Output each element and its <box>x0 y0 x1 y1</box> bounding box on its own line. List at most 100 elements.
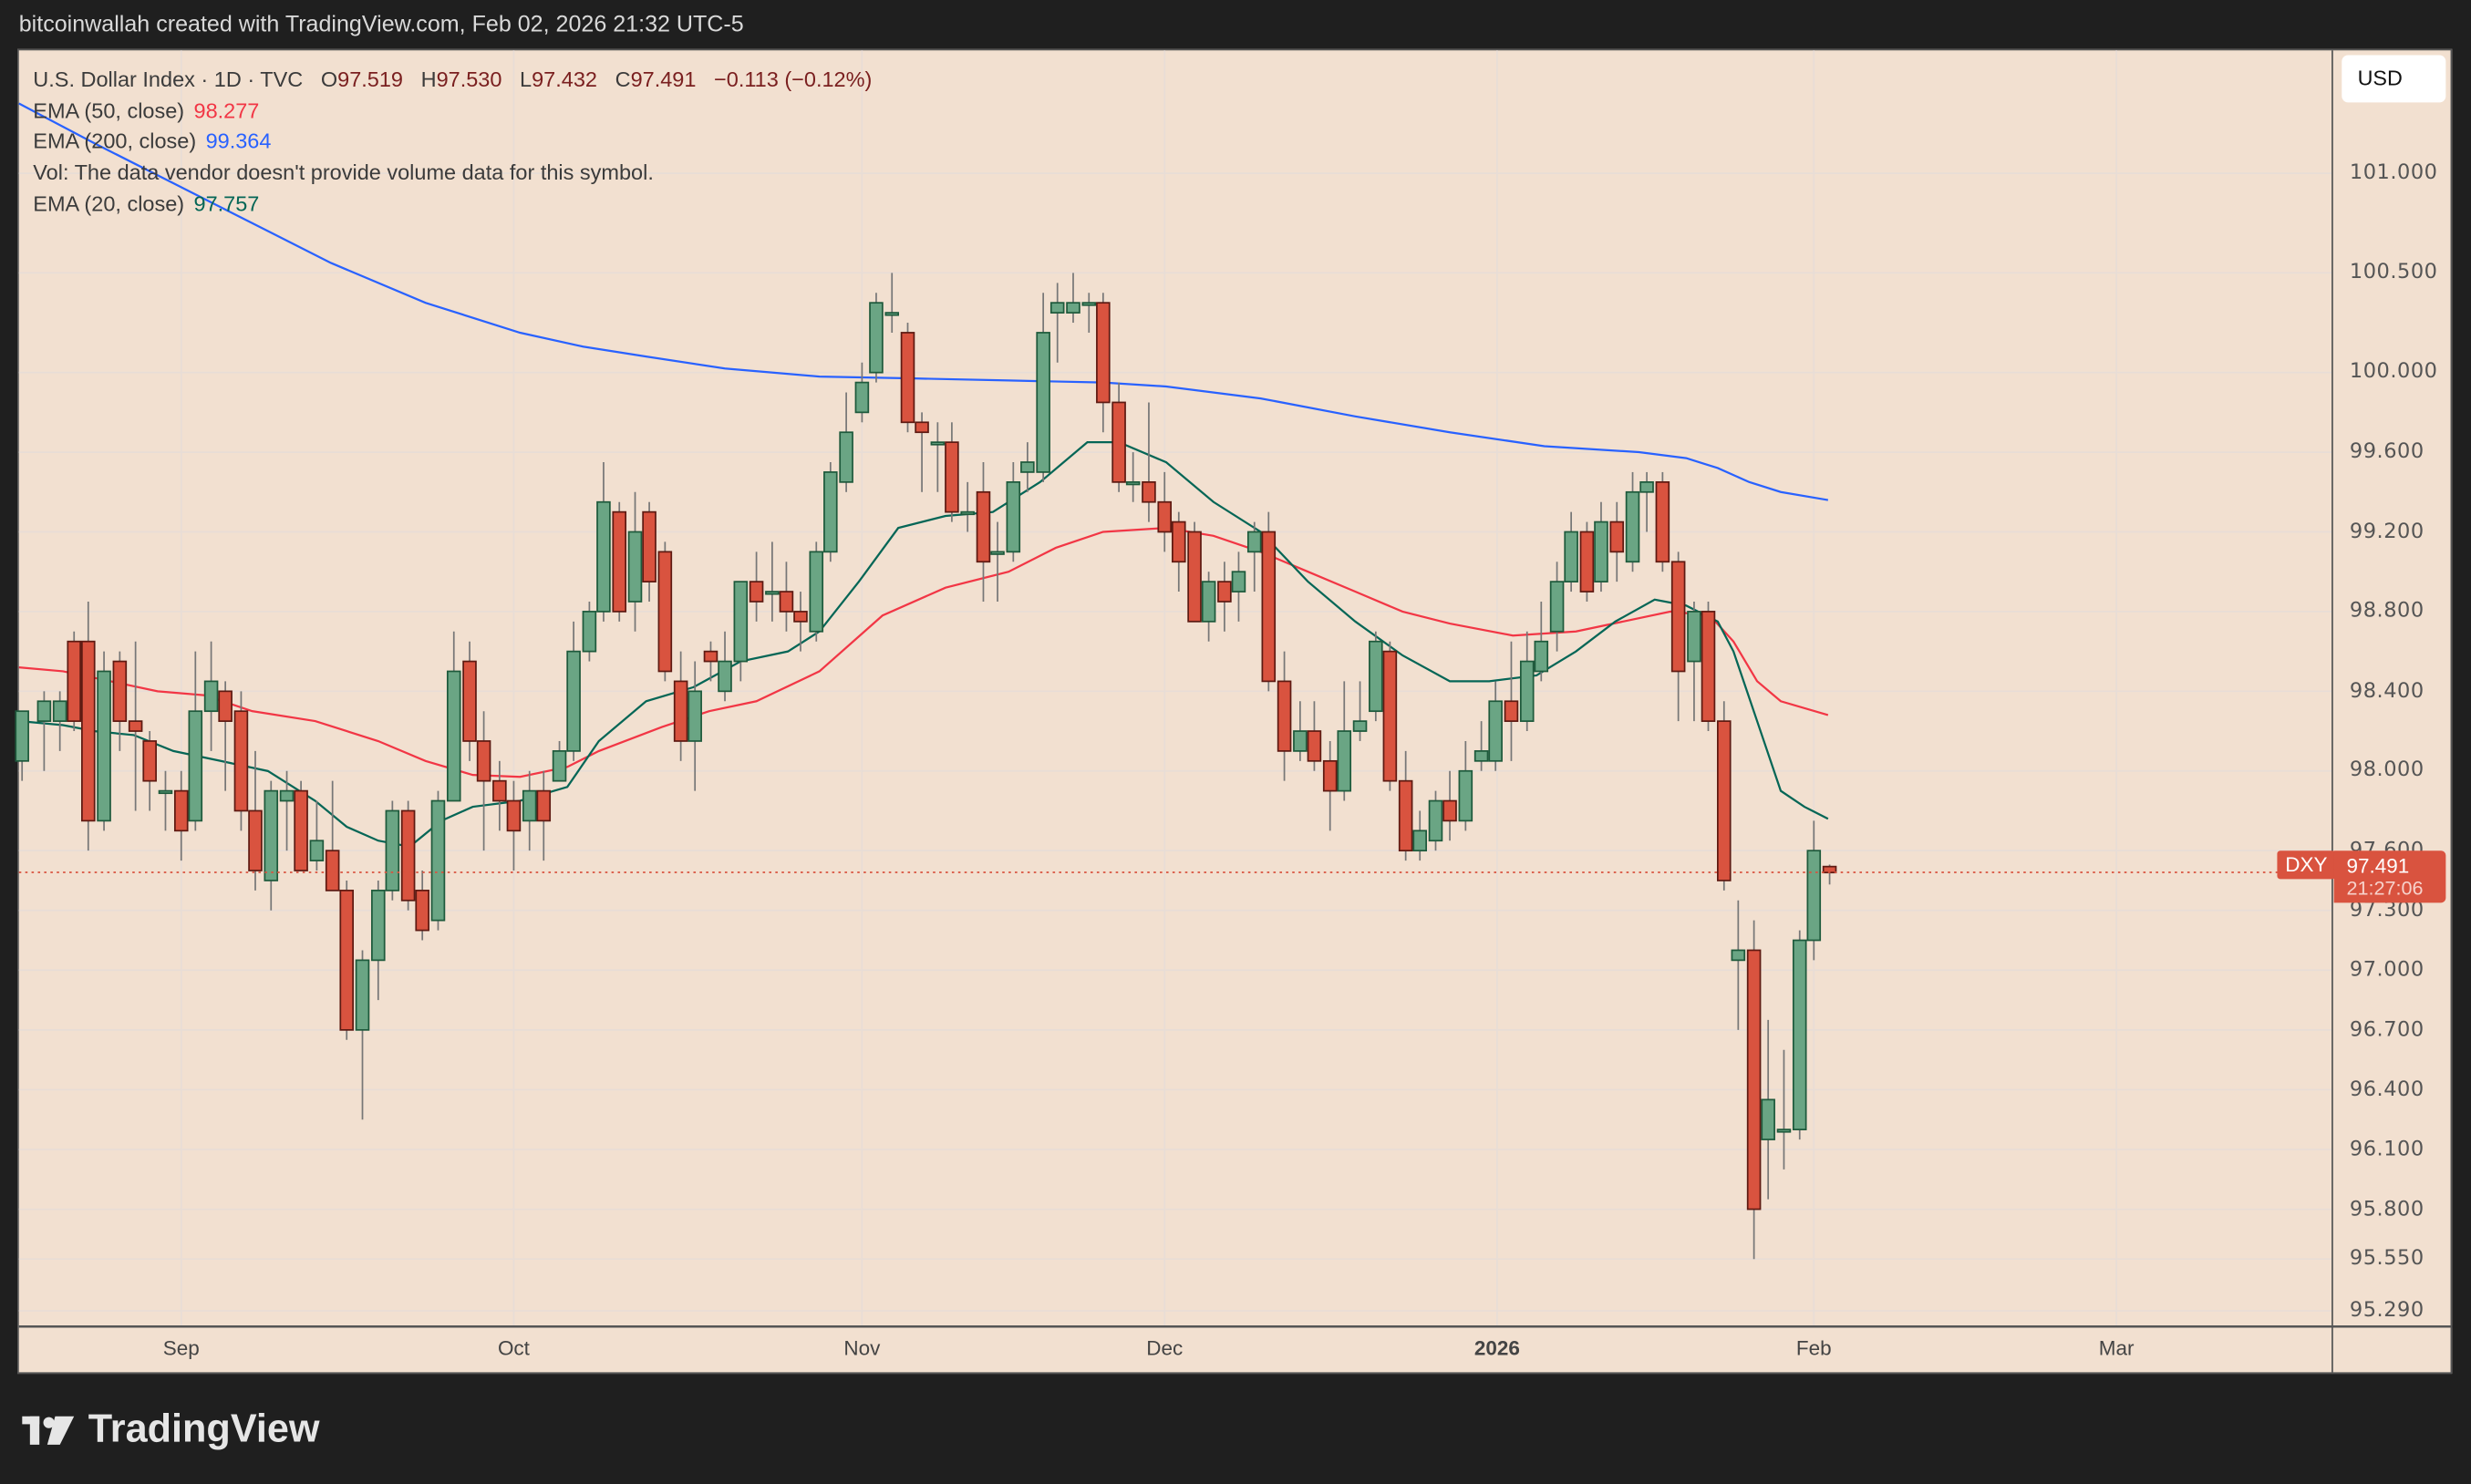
bullish-candle <box>990 551 1005 555</box>
legend-ema50[interactable]: EMA (50, close) 98.277 <box>33 98 260 123</box>
bullish-candle <box>582 611 597 653</box>
bearish-candle <box>612 510 627 613</box>
bullish-candle <box>1473 750 1489 762</box>
bullish-candle <box>522 789 537 822</box>
low-value: 97.432 <box>532 67 597 92</box>
price-tick: 99.600 <box>2349 440 2424 465</box>
bearish-candle <box>506 799 522 832</box>
bullish-candle <box>809 551 824 633</box>
bullish-candle <box>1006 480 1021 553</box>
ema20-line <box>18 441 1829 849</box>
bullish-candle <box>1020 461 1035 473</box>
bullish-candle <box>733 581 749 663</box>
bearish-candle <box>128 720 143 732</box>
bearish-candle <box>1187 531 1202 623</box>
bearish-candle <box>793 611 808 623</box>
bullish-candle <box>52 700 67 722</box>
bullish-candle <box>1337 730 1352 792</box>
legend-volume[interactable]: Vol: The data vendor doesn't provide vol… <box>33 160 654 185</box>
bullish-candle <box>854 381 870 414</box>
time-tick: Sep <box>162 1335 200 1360</box>
chart-credit: bitcoinwallah created with TradingView.c… <box>18 12 744 38</box>
bearish-candle <box>142 740 157 782</box>
bearish-candle <box>1579 531 1595 593</box>
bearish-candle <box>1096 302 1111 404</box>
bullish-candle <box>869 302 884 374</box>
close-value: 97.491 <box>630 67 697 92</box>
bullish-candle <box>566 650 581 752</box>
bullish-candle <box>1519 660 1535 722</box>
bullish-candle <box>765 591 780 595</box>
bullish-candle <box>309 840 325 861</box>
bearish-candle <box>1157 500 1173 533</box>
bearish-candle <box>173 789 189 832</box>
bearish-candle <box>1172 520 1186 563</box>
bullish-candle <box>1231 571 1246 593</box>
price-tick: 95.550 <box>2349 1247 2424 1272</box>
bearish-candle <box>657 551 673 673</box>
price-tick: 96.700 <box>2349 1017 2424 1042</box>
change-value: −0.113 (−0.12%) <box>714 67 873 92</box>
bullish-candle <box>1066 302 1080 314</box>
brand-name: TradingView <box>88 1407 320 1451</box>
legend-ema20[interactable]: EMA (20, close) 97.757 <box>33 191 260 216</box>
bearish-candle <box>779 591 794 613</box>
price-tick: 98.400 <box>2349 679 2424 704</box>
bullish-candle <box>1625 490 1640 563</box>
bearish-candle <box>749 581 764 603</box>
price-tick: 95.290 <box>2349 1299 2424 1323</box>
chart-legend: U.S. Dollar Index · 1D · TVC O97.519 H97… <box>33 65 872 220</box>
bearish-candle <box>1142 480 1156 503</box>
bullish-candle <box>1428 799 1443 842</box>
price-tick: 100.000 <box>2349 360 2438 385</box>
bullish-candle <box>823 471 838 553</box>
bearish-candle <box>673 680 688 742</box>
bearish-candle <box>1717 720 1732 881</box>
bullish-candle <box>188 710 203 822</box>
bullish-candle <box>1036 332 1050 473</box>
symbol-badge: DXY <box>2277 850 2336 880</box>
bearish-candle <box>976 490 991 563</box>
bullish-candle <box>1458 769 1473 822</box>
bullish-candle <box>1081 302 1097 306</box>
time-tick: Dec <box>1146 1335 1184 1360</box>
bearish-candle <box>703 650 719 663</box>
bearish-candle <box>1382 650 1398 782</box>
bullish-candle <box>1049 302 1065 314</box>
bullish-candle <box>446 670 461 802</box>
bearish-candle <box>1609 520 1625 553</box>
bullish-candle <box>1564 531 1578 582</box>
bullish-candle <box>1687 611 1701 663</box>
legend-ema200[interactable]: EMA (200, close) 99.364 <box>33 129 272 154</box>
price-tick: 97.000 <box>2349 958 2424 983</box>
bullish-candle <box>203 680 219 713</box>
bearish-candle <box>400 809 416 902</box>
bearish-candle <box>536 789 552 822</box>
bearish-candle <box>900 332 915 424</box>
last-price: 97.491 <box>2346 853 2410 878</box>
bearish-candle <box>325 850 340 891</box>
bullish-candle <box>158 789 173 795</box>
bullish-candle <box>960 510 975 516</box>
bearish-candle <box>415 890 429 932</box>
bearish-candle <box>492 779 507 802</box>
bullish-candle <box>552 750 567 782</box>
bearish-candle <box>1670 561 1686 673</box>
price-tick: 101.000 <box>2349 161 2438 186</box>
bearish-candle <box>81 640 96 822</box>
ema50-line <box>18 527 1829 778</box>
bearish-candle <box>1277 680 1292 752</box>
bearish-candle <box>1655 480 1670 563</box>
bullish-candle <box>688 690 702 742</box>
symbol-name[interactable]: U.S. Dollar Index · 1D · TVC <box>33 67 304 92</box>
bullish-candle <box>1246 531 1262 553</box>
price-tick: 100.500 <box>2349 261 2438 285</box>
time-tick: Nov <box>843 1335 881 1360</box>
bearish-candle <box>248 809 263 871</box>
bearish-candle <box>339 890 355 1031</box>
bullish-candle <box>596 500 611 613</box>
bullish-candle <box>371 890 386 962</box>
currency-button[interactable]: USD <box>2342 55 2446 103</box>
